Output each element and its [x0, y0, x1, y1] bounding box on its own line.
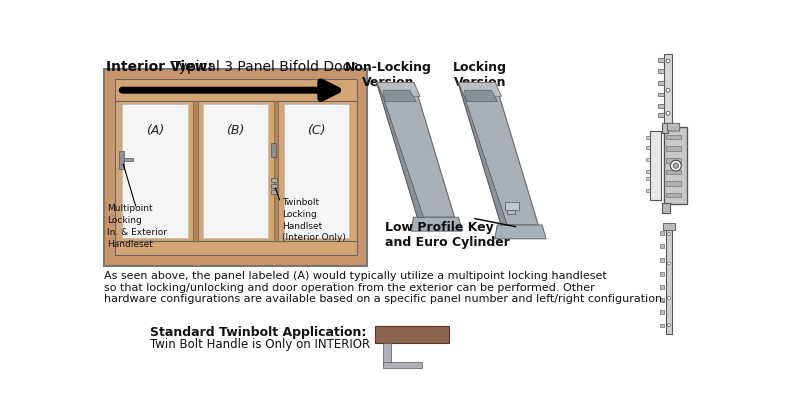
Text: (B): (B) [226, 124, 245, 137]
Text: Low Profile Key
and Euro Cylinder: Low Profile Key and Euro Cylinder [386, 221, 510, 249]
Bar [646, 146, 650, 150]
Circle shape [666, 59, 670, 63]
Bar [666, 181, 682, 186]
Bar [658, 81, 664, 85]
Polygon shape [377, 82, 454, 217]
Bar [507, 209, 515, 214]
Polygon shape [383, 90, 416, 102]
FancyBboxPatch shape [667, 123, 680, 131]
Bar [195, 101, 276, 241]
Bar [104, 69, 367, 266]
Text: so that locking/unlocking and door operation from the exterior can be performed.: so that locking/unlocking and door opera… [104, 283, 594, 293]
Bar [666, 146, 682, 151]
Bar [270, 178, 277, 182]
Bar [375, 326, 449, 343]
Bar [383, 362, 422, 368]
Bar [658, 113, 664, 117]
Bar [666, 226, 672, 334]
Bar [658, 104, 664, 108]
Bar [659, 231, 664, 235]
Bar [193, 101, 198, 241]
Bar [666, 135, 682, 140]
Text: Multipoint
Locking
In. & Exterior
Handleset: Multipoint Locking In. & Exterior Handle… [107, 204, 167, 249]
Bar [666, 158, 682, 163]
Bar [122, 104, 187, 238]
Text: Non-Locking
Version: Non-Locking Version [345, 61, 432, 89]
Bar [118, 150, 124, 169]
Polygon shape [458, 82, 502, 97]
Polygon shape [377, 82, 420, 97]
Text: As seen above, the panel labeled (A) would typically utilize a multipoint lockin: As seen above, the panel labeled (A) wou… [104, 271, 606, 281]
Bar [114, 241, 357, 255]
Bar [659, 244, 664, 248]
Bar [658, 92, 664, 97]
Bar [646, 177, 650, 180]
Bar [659, 272, 664, 276]
Text: Twin Bolt Handle is Only on INTERIOR: Twin Bolt Handle is Only on INTERIOR [150, 338, 370, 351]
Bar [271, 143, 276, 157]
Bar [659, 285, 664, 289]
Bar [505, 202, 519, 209]
Bar [114, 79, 357, 101]
Bar [284, 104, 349, 238]
Text: (C): (C) [307, 124, 326, 137]
Bar [203, 104, 268, 238]
Polygon shape [464, 90, 498, 102]
Bar [664, 54, 672, 123]
Bar [659, 324, 664, 327]
Bar [659, 311, 664, 314]
Text: Typical 3 Panel Bifold Door: Typical 3 Panel Bifold Door [168, 60, 357, 74]
Bar [659, 298, 664, 302]
Bar [658, 69, 664, 73]
Bar [270, 184, 277, 188]
Bar [114, 101, 195, 241]
Circle shape [673, 163, 678, 168]
Bar [124, 158, 134, 161]
Polygon shape [495, 225, 546, 239]
Bar [666, 170, 682, 174]
Bar [664, 127, 687, 204]
Text: Locking
Version: Locking Version [453, 61, 506, 89]
Bar [383, 343, 390, 364]
Polygon shape [458, 82, 507, 225]
Text: (A): (A) [146, 124, 164, 137]
Bar [646, 189, 650, 192]
Bar [658, 58, 664, 62]
Circle shape [670, 160, 682, 171]
Bar [274, 101, 278, 241]
Circle shape [667, 324, 670, 326]
Circle shape [666, 88, 670, 92]
Bar [662, 123, 668, 133]
Text: Twinbolt
Locking
Handlset
(Interior Only): Twinbolt Locking Handlset (Interior Only… [282, 198, 346, 242]
Bar [650, 131, 661, 200]
Bar [662, 203, 670, 214]
Bar [646, 158, 650, 161]
Circle shape [667, 262, 670, 265]
Bar [666, 193, 682, 197]
Bar [646, 136, 650, 140]
Polygon shape [411, 217, 462, 231]
Polygon shape [377, 82, 423, 217]
Polygon shape [458, 82, 538, 225]
Text: Standard Twinbolt Application:: Standard Twinbolt Application: [150, 326, 366, 339]
Bar [646, 170, 650, 173]
Circle shape [666, 111, 670, 115]
Bar [276, 101, 357, 241]
Text: hardware configurations are available based on a specific panel number and left/: hardware configurations are available ba… [104, 294, 666, 304]
Bar [662, 223, 675, 229]
Bar [659, 258, 664, 262]
Text: Interior View:: Interior View: [106, 60, 213, 74]
Circle shape [667, 233, 670, 236]
Bar [270, 190, 277, 194]
Circle shape [667, 296, 670, 300]
